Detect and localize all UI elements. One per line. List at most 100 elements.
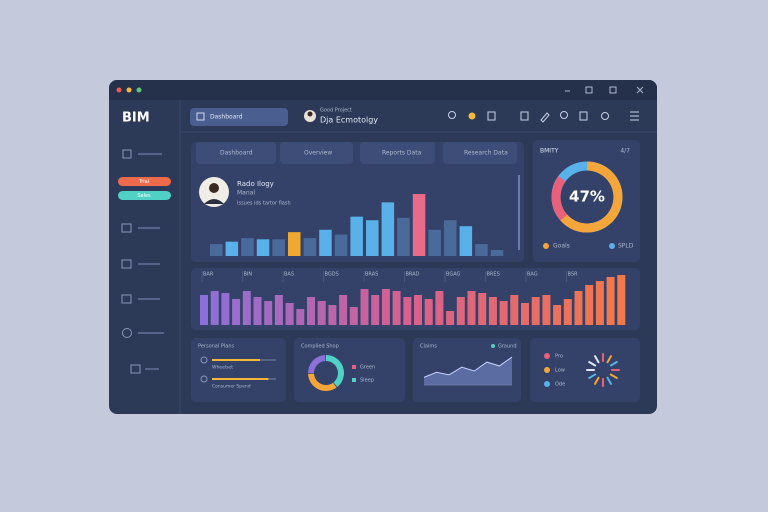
x-button[interactable] [636,86,644,94]
brand: BIM [122,111,150,126]
nav-line [138,227,160,229]
strip-label: BRAD [406,272,420,278]
nav-icon[interactable] [121,294,132,304]
tab[interactable] [280,142,353,164]
bar [475,244,488,256]
legend-swatch [352,365,356,369]
plan-bar [212,378,269,380]
icon[interactable] [579,111,588,121]
donut-slice [325,355,344,388]
status-legend: Ode [555,382,565,388]
bar [488,297,497,325]
nav-icon[interactable] [122,328,132,338]
icon[interactable] [468,112,476,120]
status-panel [530,338,640,402]
icon[interactable] [487,111,496,121]
bar [317,301,326,325]
strip-bars: BAR BIN BAS BGDS BRAS BRAD BGAG BRES BAG BSR [200,271,626,325]
pill-label: Trial [138,179,149,185]
spinner-tick [606,376,612,385]
nav-icon[interactable] [130,364,141,374]
tab[interactable] [196,142,276,164]
bar [221,293,230,325]
pill-teal[interactable] [118,191,171,200]
tab-label: Dashboard [220,150,253,157]
spinner-tick [588,361,597,367]
menu-icon[interactable] [630,111,639,121]
icon[interactable] [448,111,456,119]
profile-note: Issues ids tartor flash [237,201,291,207]
window-controls [565,86,644,94]
spinner-tick [588,373,597,379]
claims-title: Claims [420,344,437,350]
bar [478,293,487,325]
bar [307,297,315,325]
nav-icon[interactable] [122,149,132,159]
close-dot[interactable] [116,87,122,93]
nav-icon[interactable] [121,259,132,269]
legend-dot [543,243,549,249]
bar [381,202,395,256]
bar [499,301,508,325]
restore-button[interactable] [609,86,617,94]
bar [328,305,337,325]
tab[interactable] [443,142,517,164]
bar [225,241,239,256]
search-box[interactable] [190,108,288,126]
bar [521,303,529,325]
claims-area [423,356,513,386]
bar [366,220,379,256]
icon[interactable] [540,112,550,123]
zoom-dot[interactable] [136,87,142,93]
bar [319,229,332,256]
bar [510,295,519,325]
icon[interactable] [560,111,568,119]
tab[interactable] [360,142,435,164]
minimize-dot[interactable] [126,87,132,93]
strip-label: BSR [568,272,579,278]
bar [444,220,457,256]
bar [392,291,401,325]
plan-icon [200,375,208,383]
bar [553,305,562,325]
plans-title: Personal Plans [198,344,234,350]
icon[interactable] [601,112,609,120]
bar [349,307,358,325]
profile-body [204,199,224,204]
plan-icon [200,356,208,364]
plan-bar [212,359,260,361]
tab-label: Overview [304,150,332,157]
gauge-legend: SPLD [618,243,634,250]
bar [531,297,540,325]
bar [296,309,305,325]
bar [446,311,455,325]
bar [456,297,465,325]
gauge-arc [560,161,623,233]
bar [563,299,572,325]
gauge-panel [533,140,640,262]
shop-legend: Sleep [360,378,374,384]
strip-label: BGDS [325,272,339,278]
bar [334,234,348,256]
profile-head [209,183,219,193]
max-button[interactable] [585,86,593,94]
bar [414,295,422,325]
icon[interactable] [520,111,529,121]
strip-label: BAS [284,272,294,278]
nav-icon[interactable] [121,223,132,233]
avatar-head [307,111,313,117]
strip-label: BRES [487,272,500,278]
status: Pro Low Ode [544,353,620,388]
sidebar: Trial Sales [118,149,171,374]
bar [403,297,412,325]
spinner-tick [606,355,612,364]
bar [397,217,410,256]
bar [272,239,285,256]
bar [606,277,615,325]
bar [253,297,262,325]
status-legend: Low [555,368,565,374]
nav-line [138,332,164,334]
spinner-tick [609,373,618,379]
bar [350,216,363,256]
pill-red[interactable] [118,177,171,186]
